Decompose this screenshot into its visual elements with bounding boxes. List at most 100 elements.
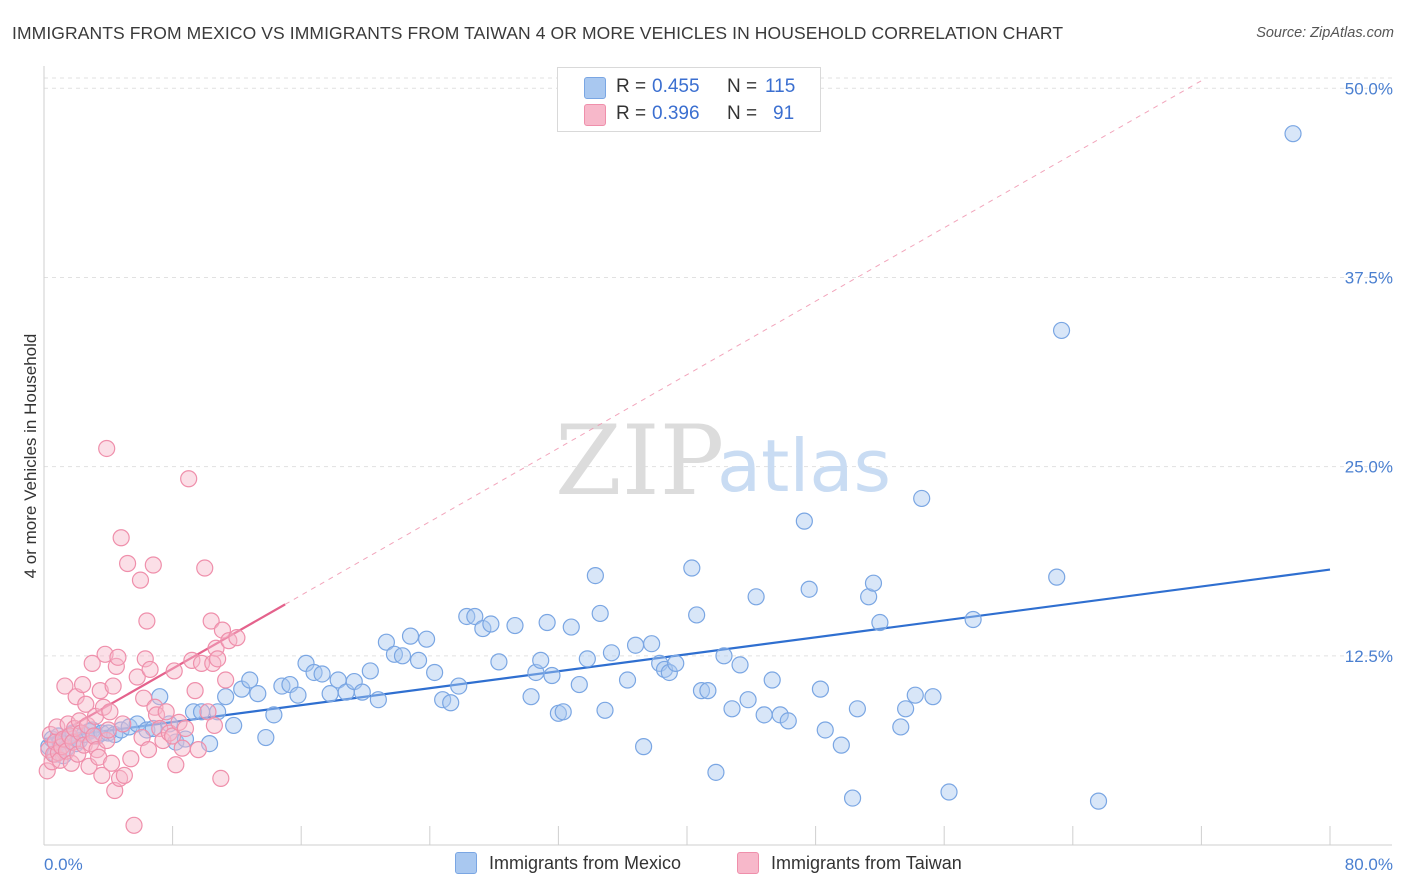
point-mexico xyxy=(257,728,275,747)
point-taiwan xyxy=(136,650,154,668)
point-mexico xyxy=(562,618,580,636)
point-mexico xyxy=(731,656,749,674)
point-mexico xyxy=(897,700,915,718)
point-taiwan xyxy=(209,650,227,668)
chart-title: IMMIGRANTS FROM MEXICO VS IMMIGRANTS FRO… xyxy=(12,23,1064,43)
point-taiwan xyxy=(128,668,146,686)
series-legend: Immigrants from Mexico Immigrants from T… xyxy=(0,852,1406,878)
point-mexico xyxy=(409,651,428,669)
point-mexico xyxy=(217,688,235,706)
trend-lines xyxy=(43,80,1331,744)
point-mexico xyxy=(871,613,889,632)
y-axis-title: 4 or more Vehicles in Household xyxy=(21,334,40,579)
point-mexico xyxy=(739,691,757,709)
point-taiwan xyxy=(189,741,207,759)
series-legend-taiwan[interactable]: Immigrants from Taiwan xyxy=(737,852,962,874)
point-taiwan xyxy=(212,769,230,788)
y-tick-label: 37.5% xyxy=(1345,268,1393,287)
point-mexico xyxy=(442,694,460,712)
point-mexico xyxy=(506,616,524,635)
point-taiwan xyxy=(213,621,232,639)
series-swatch-mexico xyxy=(455,852,477,874)
point-mexico xyxy=(626,636,645,654)
point-mexico xyxy=(1052,321,1071,340)
legend-swatch-taiwan xyxy=(584,104,606,126)
point-mexico xyxy=(522,688,540,706)
point-mexico xyxy=(538,613,556,632)
legend-r-value-mexico: 0.455 xyxy=(652,76,700,97)
point-mexico xyxy=(892,718,910,736)
point-mexico xyxy=(800,580,818,598)
point-taiwan xyxy=(125,816,143,834)
point-mexico xyxy=(313,665,331,683)
point-taiwan xyxy=(98,439,116,458)
point-taiwan xyxy=(115,766,133,784)
point-mexico xyxy=(361,662,379,680)
point-taiwan xyxy=(131,571,150,589)
point-mexico xyxy=(144,719,162,738)
correlation-legend: R = 0.455 N = 115 R = 0.396 N = 91 xyxy=(557,67,821,132)
point-mexico xyxy=(353,683,371,701)
point-mexico xyxy=(940,783,958,801)
point-mexico xyxy=(401,627,420,645)
point-mexico xyxy=(913,489,931,508)
point-taiwan xyxy=(147,706,166,724)
point-mexico xyxy=(832,736,850,754)
point-mexico xyxy=(482,615,500,633)
point-mexico xyxy=(692,682,711,700)
point-taiwan xyxy=(217,671,235,689)
point-taiwan xyxy=(73,675,92,694)
point-mexico xyxy=(660,663,678,682)
point-mexico xyxy=(249,685,267,703)
point-taiwan xyxy=(118,554,137,573)
point-mexico xyxy=(795,512,813,530)
point-mexico xyxy=(964,610,982,629)
y-tick-label: 50.0% xyxy=(1345,79,1393,98)
point-mexico xyxy=(843,789,862,807)
point-taiwan xyxy=(176,719,195,738)
point-taiwan xyxy=(102,754,121,772)
point-taiwan xyxy=(167,756,185,774)
point-mexico xyxy=(688,606,706,624)
point-taiwan xyxy=(85,727,103,745)
point-taiwan xyxy=(170,713,188,732)
point-taiwan xyxy=(51,751,69,769)
point-taiwan xyxy=(207,639,225,657)
trend-line-taiwan xyxy=(43,603,286,744)
point-mexico xyxy=(570,675,588,694)
point-mexico xyxy=(811,680,830,698)
legend-swatch-mexico xyxy=(584,77,606,99)
point-taiwan xyxy=(135,689,153,707)
legend-r-label-taiwan: R = xyxy=(616,103,647,124)
point-mexico xyxy=(474,619,492,638)
point-mexico xyxy=(393,647,412,665)
watermark-atlas: atlas xyxy=(717,424,891,508)
series-swatch-taiwan xyxy=(737,852,759,874)
x-tick-label-max: 80.0% xyxy=(1345,855,1393,874)
point-mexico xyxy=(209,703,227,721)
point-taiwan xyxy=(160,724,178,742)
point-mexico xyxy=(816,721,834,739)
point-mexico xyxy=(241,671,259,689)
point-mexico xyxy=(369,691,387,709)
point-mexico xyxy=(683,559,701,577)
point-mexico xyxy=(426,663,444,682)
series-taiwan xyxy=(38,439,246,834)
legend-r-value-taiwan: 0.396 xyxy=(652,103,700,124)
point-mexico xyxy=(596,701,614,719)
point-taiwan xyxy=(98,731,116,750)
point-mexico xyxy=(906,686,924,704)
point-mexico xyxy=(532,651,550,669)
point-taiwan xyxy=(104,677,122,695)
x-tick-label-min: 0.0% xyxy=(44,855,83,874)
point-mexico xyxy=(618,671,637,689)
point-taiwan xyxy=(112,529,130,547)
point-mexico xyxy=(763,671,781,689)
series-legend-mexico[interactable]: Immigrants from Mexico xyxy=(455,852,681,874)
tick-labels: 12.5% 25.0% 37.5% 50.0% 0.0% 80.0% xyxy=(44,79,1393,874)
point-mexico xyxy=(591,604,609,623)
point-taiwan xyxy=(109,648,127,666)
point-mexico xyxy=(715,647,733,665)
series-label-mexico: Immigrants from Mexico xyxy=(489,852,682,873)
